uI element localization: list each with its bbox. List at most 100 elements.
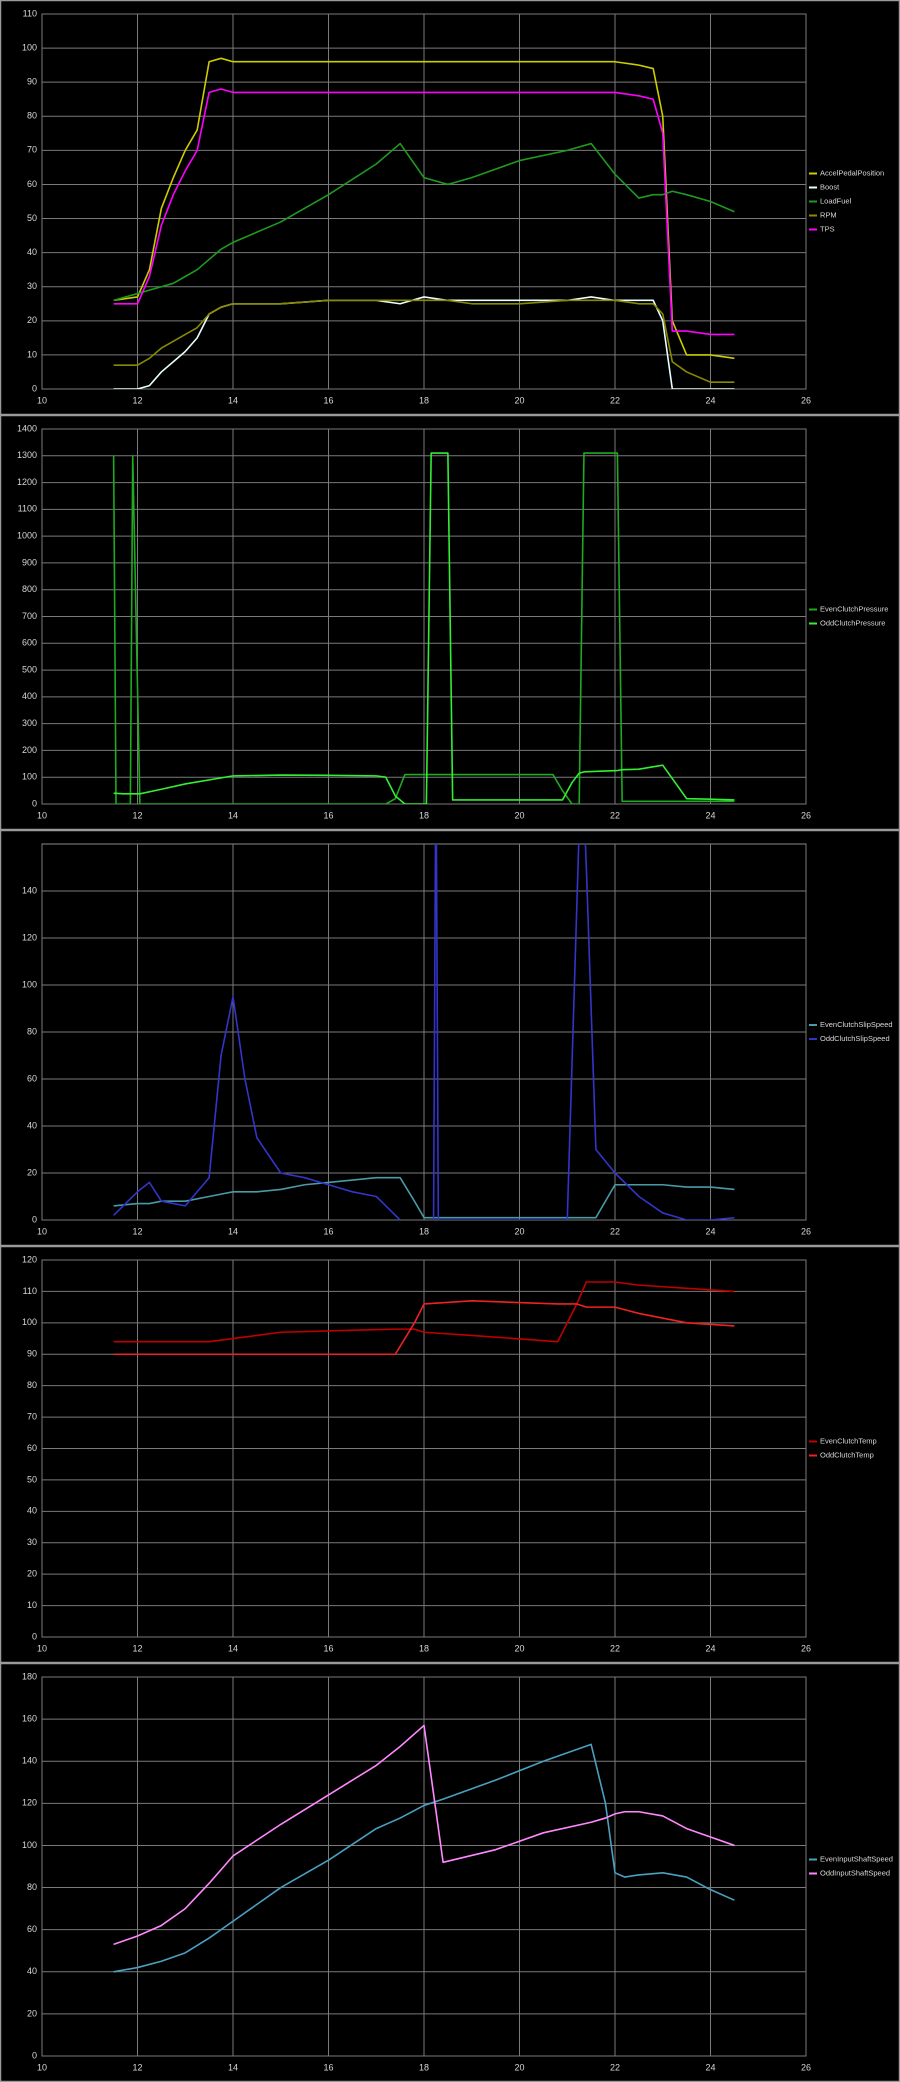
x-tick-label: 24: [705, 810, 715, 820]
y-tick-label: 600: [22, 638, 37, 648]
chart-panel: 0 100 200 300 400 500 600 700 800 900 1000 1100 1200…: [0, 414, 900, 831]
series-line: [113, 57, 735, 360]
series-line: [113, 1724, 735, 1946]
x-tick-label: 14: [228, 395, 238, 405]
y-tick-label: 120: [22, 932, 37, 942]
legend-label: OddClutchPressure: [820, 618, 885, 627]
y-tick-label: 100: [22, 1317, 37, 1327]
x-tick-label: 12: [132, 1643, 142, 1653]
y-tick-label: 80: [27, 1026, 37, 1036]
series-line: [113, 1300, 735, 1356]
y-tick-label: 30: [27, 1537, 37, 1547]
x-tick-label: 10: [37, 1643, 47, 1653]
y-tick-label: 1200: [17, 477, 37, 487]
x-tick-label: 26: [801, 395, 811, 405]
x-tick-label: 12: [132, 2062, 142, 2072]
x-tick-label: 20: [514, 1226, 524, 1236]
y-tick-label: 0: [32, 798, 37, 808]
y-tick-label: 100: [22, 979, 37, 989]
y-tick-label: 10: [27, 349, 37, 359]
x-tick-label: 26: [801, 2062, 811, 2072]
x-tick-label: 20: [514, 810, 524, 820]
x-tick-label: 24: [705, 1226, 715, 1236]
y-tick-label: 100: [22, 42, 37, 52]
y-tick-label: 1300: [17, 450, 37, 460]
x-tick-label: 14: [228, 1643, 238, 1653]
x-tick-label: 26: [801, 810, 811, 820]
x-tick-label: 14: [228, 1226, 238, 1236]
legend-label: EvenClutchTemp: [820, 1436, 877, 1445]
legend-label: RPM: [820, 210, 837, 219]
x-tick-label: 16: [323, 1643, 333, 1653]
x-tick-label: 10: [37, 395, 47, 405]
y-tick-label: 90: [27, 77, 37, 87]
x-tick-label: 14: [228, 2062, 238, 2072]
y-tick-label: 60: [27, 1443, 37, 1453]
y-tick-label: 120: [22, 1254, 37, 1264]
series-line: [113, 844, 735, 1220]
x-tick-label: 24: [705, 2062, 715, 2072]
y-tick-label: 1000: [17, 531, 37, 541]
x-tick-label: 20: [514, 1643, 524, 1653]
x-tick-label: 18: [419, 2062, 429, 2072]
series-line: [113, 142, 735, 302]
y-tick-label: 1100: [18, 504, 37, 514]
y-tick-label: 30: [27, 281, 37, 291]
y-tick-label: 80: [27, 1882, 37, 1892]
x-tick-label: 22: [610, 1643, 620, 1653]
y-tick-label: 80: [27, 1380, 37, 1390]
x-tick-label: 24: [705, 395, 715, 405]
series-line: [113, 88, 735, 336]
legend-label: OddClutchSlipSpeed: [820, 1034, 890, 1043]
y-tick-label: 80: [27, 111, 37, 121]
y-tick-label: 160: [22, 1713, 37, 1723]
legend-label: OddClutchTemp: [820, 1450, 874, 1459]
y-tick-label: 140: [22, 885, 37, 895]
x-tick-label: 18: [419, 810, 429, 820]
y-tick-label: 40: [27, 1506, 37, 1516]
series-line: [113, 299, 735, 383]
y-tick-label: 40: [27, 247, 37, 257]
y-tick-label: 60: [27, 1924, 37, 1934]
legend-label: TPS: [820, 224, 835, 233]
y-tick-label: 140: [22, 1756, 37, 1766]
series-line: [113, 1281, 735, 1343]
x-tick-label: 24: [705, 1643, 715, 1653]
y-tick-label: 50: [27, 1474, 37, 1484]
chart-panel: 0 20 40 60 80 100 120 140 160 180 10 12 14 16 18 20 22 24…: [0, 1662, 900, 2082]
x-tick-label: 12: [132, 395, 142, 405]
series-line: [113, 1743, 735, 1973]
y-tick-label: 100: [22, 1840, 37, 1850]
y-tick-label: 0: [32, 383, 37, 393]
y-tick-label: 70: [27, 145, 37, 155]
x-tick-label: 16: [323, 810, 333, 820]
y-tick-label: 40: [27, 1966, 37, 1976]
y-tick-label: 500: [22, 664, 37, 674]
series-line: [113, 452, 735, 804]
x-tick-label: 22: [610, 2062, 620, 2072]
x-tick-label: 12: [132, 1226, 142, 1236]
legend-label: LoadFuel: [820, 196, 852, 205]
x-tick-label: 22: [610, 810, 620, 820]
x-tick-label: 26: [801, 1643, 811, 1653]
y-tick-label: 20: [27, 1167, 37, 1177]
y-tick-label: 800: [22, 584, 37, 594]
chart-panel: 0 20 40 60 80 100 120 140 10 12 14 16 18 20 22 24 26 Even…: [0, 829, 900, 1247]
y-tick-label: 100: [22, 772, 37, 782]
x-tick-label: 18: [419, 1226, 429, 1236]
x-tick-label: 16: [323, 1226, 333, 1236]
y-tick-label: 120: [22, 1798, 37, 1808]
y-tick-label: 10: [27, 1600, 37, 1610]
y-tick-label: 20: [27, 2008, 37, 2018]
x-tick-label: 26: [801, 1226, 811, 1236]
y-tick-label: 400: [22, 691, 37, 701]
y-tick-label: 180: [22, 1671, 37, 1681]
legend-label: AccelPedalPosition: [820, 168, 884, 177]
y-tick-label: 300: [22, 718, 37, 728]
x-tick-label: 18: [419, 1643, 429, 1653]
x-tick-label: 10: [37, 2062, 47, 2072]
